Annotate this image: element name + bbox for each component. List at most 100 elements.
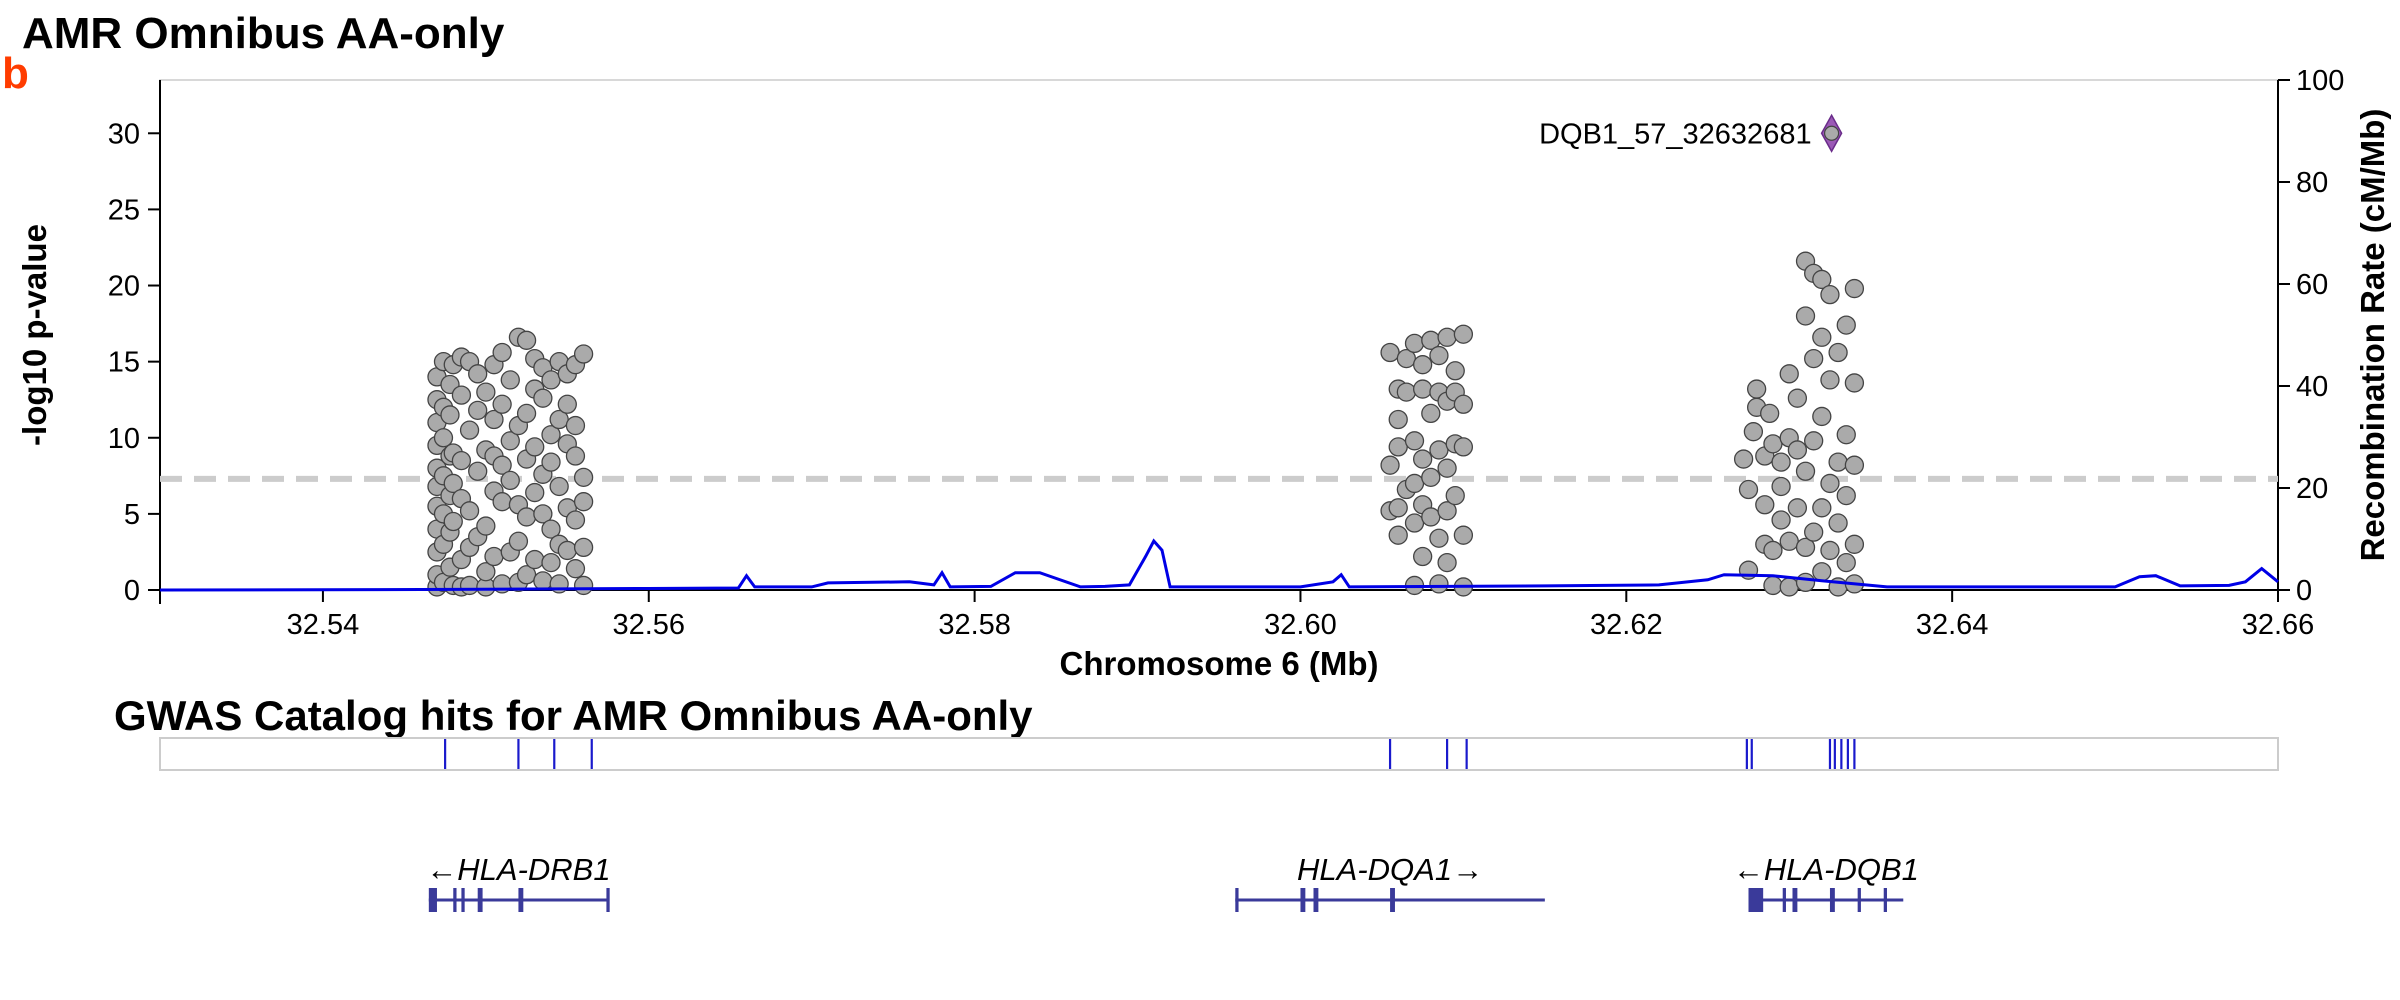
association-point: [1836, 485, 1856, 506]
association-point: [533, 504, 553, 524]
association-point: [1396, 382, 1417, 402]
lead-variant: DQB1_57_32632681: [1539, 113, 1843, 153]
association-point: [468, 400, 488, 421]
association-point: [1795, 306, 1816, 326]
association-point: [1804, 522, 1824, 542]
association-point: [476, 382, 496, 402]
association-point: [459, 501, 480, 521]
y2-tick-label: 100: [2296, 65, 2344, 97]
gene-exon: [1235, 888, 1239, 912]
association-point: [516, 403, 537, 424]
association-point: [573, 467, 594, 487]
association-point: [1836, 425, 1856, 445]
association-point: [1453, 525, 1474, 545]
gene-exon: [1390, 888, 1395, 912]
association-point: [1743, 422, 1764, 442]
association-point: [541, 552, 561, 573]
association-point: [533, 388, 553, 408]
association-point: [1812, 498, 1832, 518]
gene-exon: [477, 888, 483, 912]
gene-exon: [453, 888, 457, 912]
association-point: [1828, 513, 1848, 533]
association-point: [1380, 342, 1400, 363]
association-point: [573, 575, 594, 596]
chart-title: AMR Omnibus AA-only: [22, 9, 505, 58]
y2-tick-label: 80: [2296, 167, 2328, 199]
association-point: [1404, 513, 1425, 533]
association-point: [565, 559, 586, 579]
association-point: [557, 540, 577, 561]
association-point: [573, 344, 594, 364]
association-point: [1787, 440, 1808, 460]
association-point: [1771, 452, 1791, 472]
y-axis-title: -log10 p-value: [16, 224, 53, 446]
association-point: [541, 425, 561, 445]
association-point: [525, 482, 545, 503]
gwas-hits: [444, 739, 1856, 769]
association-point: [508, 531, 529, 551]
association-point: [557, 394, 577, 414]
association-point: [468, 364, 488, 384]
association-point: [1404, 473, 1425, 494]
association-point: [1763, 575, 1783, 596]
association-point: [1421, 403, 1441, 424]
association-point: [516, 330, 537, 350]
association-point: [440, 405, 460, 425]
association-point: [1828, 342, 1848, 363]
association-point: [1812, 562, 1832, 582]
gene-exon: [461, 888, 465, 912]
association-point: [459, 575, 480, 596]
association-point: [1380, 455, 1400, 475]
association-points: [427, 251, 1865, 597]
association-point: [500, 431, 520, 451]
y-tick-label: 0: [124, 575, 140, 607]
gene-exon: [1792, 888, 1798, 912]
gwas-track-frame: [159, 737, 2279, 771]
association-point: [476, 516, 496, 536]
gene-label: ←HLA-DQB1: [1733, 852, 1919, 887]
association-point: [1812, 269, 1832, 290]
association-point: [1437, 501, 1457, 521]
association-point: [1388, 525, 1408, 545]
association-point: [533, 571, 553, 591]
association-point: [1779, 364, 1799, 384]
association-point: [525, 437, 545, 457]
x-axis-ticks: 32.54 32.56 32.58 32.60 32.62 32.64 32.66: [159, 590, 2314, 641]
y2-tick-label: 60: [2296, 269, 2328, 301]
association-point: [1746, 379, 1767, 399]
association-point: [1429, 574, 1449, 594]
association-point: [549, 476, 569, 497]
y2-tick-label: 0: [2296, 575, 2312, 607]
association-point: [1844, 534, 1865, 554]
association-point: [1413, 449, 1433, 469]
association-point: [468, 461, 488, 481]
association-point: [500, 470, 520, 491]
y-tick-label: 30: [108, 118, 140, 150]
association-point: [1413, 355, 1433, 375]
association-point: [1413, 546, 1433, 567]
gene-label: HLA-DQA1→: [1297, 852, 1483, 887]
association-point: [1437, 458, 1457, 478]
association-point: [565, 446, 586, 466]
gene-exon: [1300, 888, 1306, 912]
x-tick-label: 32.62: [1590, 609, 1663, 641]
association-point: [565, 510, 586, 530]
x-tick-label: 32.60: [1264, 609, 1337, 641]
association-point: [1795, 537, 1816, 558]
association-point: [433, 428, 454, 448]
association-point: [484, 546, 504, 567]
association-point: [573, 492, 594, 512]
y2-axis-title: Recombination Rate (cM/Mb): [2354, 109, 2391, 562]
association-point: [1836, 315, 1856, 335]
association-point: [1804, 348, 1824, 369]
association-point: [1771, 476, 1791, 497]
association-point: [443, 473, 463, 494]
association-point: [1763, 540, 1783, 561]
association-point: [1388, 409, 1408, 430]
association-point: [1812, 327, 1832, 347]
x-tick-label: 32.54: [287, 609, 360, 641]
y-axis-ticks: 0 5 10 15 20 25 30: [108, 118, 160, 607]
lead-variant-label: DQB1_57_32632681: [1539, 118, 1812, 150]
y2-tick-label: 40: [2296, 371, 2328, 403]
